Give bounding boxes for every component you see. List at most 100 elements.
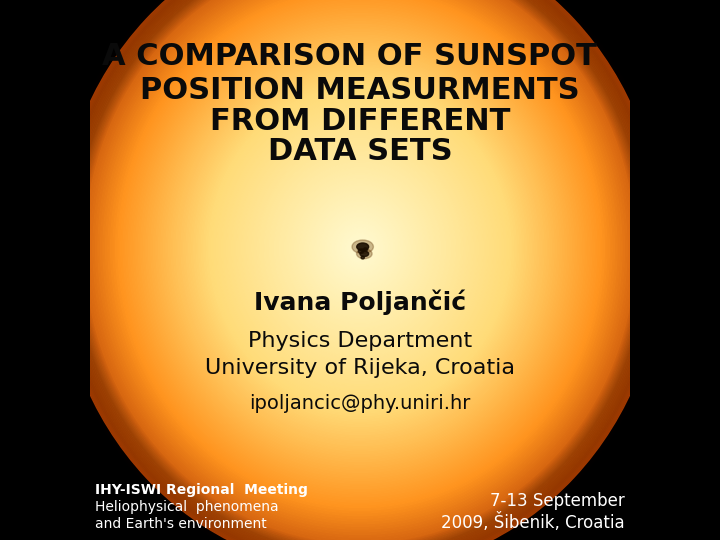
Ellipse shape xyxy=(58,0,662,540)
Ellipse shape xyxy=(186,62,534,435)
Ellipse shape xyxy=(359,249,364,253)
Ellipse shape xyxy=(352,240,374,254)
Ellipse shape xyxy=(276,159,444,338)
Ellipse shape xyxy=(315,200,405,297)
Ellipse shape xyxy=(118,0,602,508)
Ellipse shape xyxy=(249,130,471,367)
Ellipse shape xyxy=(163,38,557,459)
Ellipse shape xyxy=(224,103,496,394)
Text: Physics Department: Physics Department xyxy=(248,331,472,352)
Ellipse shape xyxy=(101,0,619,526)
Ellipse shape xyxy=(176,51,544,446)
Text: A COMPARISON OF SUNSPOT: A COMPARISON OF SUNSPOT xyxy=(102,42,597,71)
Ellipse shape xyxy=(241,122,478,375)
Ellipse shape xyxy=(209,86,511,410)
Ellipse shape xyxy=(191,68,528,429)
Ellipse shape xyxy=(204,81,516,416)
Ellipse shape xyxy=(332,219,388,278)
Text: POSITION MEASURMENTS: POSITION MEASURMENTS xyxy=(140,76,580,105)
Ellipse shape xyxy=(138,11,582,486)
Ellipse shape xyxy=(229,108,491,389)
Ellipse shape xyxy=(226,105,494,392)
Ellipse shape xyxy=(135,8,585,489)
Ellipse shape xyxy=(222,100,498,397)
Ellipse shape xyxy=(239,119,481,378)
Ellipse shape xyxy=(70,0,649,540)
Ellipse shape xyxy=(284,167,436,329)
Text: University of Rijeka, Croatia: University of Rijeka, Croatia xyxy=(205,358,515,379)
Ellipse shape xyxy=(269,151,451,346)
Text: Heliophysical  phenomena: Heliophysical phenomena xyxy=(95,500,279,514)
Ellipse shape xyxy=(266,148,454,348)
Ellipse shape xyxy=(83,0,637,540)
Ellipse shape xyxy=(123,0,597,502)
Text: 7-13 September: 7-13 September xyxy=(490,492,625,510)
Text: Ivana Poljančić: Ivana Poljančić xyxy=(254,289,466,315)
Ellipse shape xyxy=(219,97,501,400)
Ellipse shape xyxy=(105,0,615,521)
Ellipse shape xyxy=(244,124,476,373)
Ellipse shape xyxy=(262,143,459,354)
Ellipse shape xyxy=(355,243,365,254)
Ellipse shape xyxy=(171,46,549,451)
Ellipse shape xyxy=(78,0,642,540)
Ellipse shape xyxy=(95,0,625,532)
Ellipse shape xyxy=(312,197,408,300)
Ellipse shape xyxy=(212,89,508,408)
Ellipse shape xyxy=(174,49,546,448)
Text: IHY-ISWI Regional  Meeting: IHY-ISWI Regional Meeting xyxy=(95,483,308,497)
Ellipse shape xyxy=(141,14,579,483)
Ellipse shape xyxy=(327,213,393,284)
Ellipse shape xyxy=(145,19,575,478)
Ellipse shape xyxy=(264,146,456,351)
Ellipse shape xyxy=(353,240,368,256)
Ellipse shape xyxy=(166,40,554,456)
Ellipse shape xyxy=(158,32,562,464)
Ellipse shape xyxy=(271,154,448,343)
Ellipse shape xyxy=(305,189,415,308)
Ellipse shape xyxy=(130,3,590,494)
Ellipse shape xyxy=(73,0,647,540)
Ellipse shape xyxy=(236,116,484,381)
Ellipse shape xyxy=(161,35,559,462)
Ellipse shape xyxy=(297,181,423,316)
Ellipse shape xyxy=(68,0,652,540)
Ellipse shape xyxy=(76,0,645,540)
Ellipse shape xyxy=(103,0,617,524)
Ellipse shape xyxy=(113,0,607,513)
Ellipse shape xyxy=(292,176,428,321)
Ellipse shape xyxy=(93,0,627,535)
Ellipse shape xyxy=(153,27,567,470)
Ellipse shape xyxy=(194,70,526,427)
Ellipse shape xyxy=(156,30,564,467)
Ellipse shape xyxy=(88,0,632,540)
Ellipse shape xyxy=(85,0,635,540)
Text: ipoljancic@phy.uniri.hr: ipoljancic@phy.uniri.hr xyxy=(249,394,471,414)
Ellipse shape xyxy=(350,238,370,259)
Ellipse shape xyxy=(168,43,552,454)
Ellipse shape xyxy=(259,140,461,356)
Ellipse shape xyxy=(60,0,660,540)
Ellipse shape xyxy=(189,65,531,432)
Ellipse shape xyxy=(337,224,383,273)
Text: and Earth's environment: and Earth's environment xyxy=(95,517,267,531)
Ellipse shape xyxy=(363,248,368,251)
Ellipse shape xyxy=(148,22,572,475)
Ellipse shape xyxy=(356,249,372,259)
Ellipse shape xyxy=(108,0,612,518)
Ellipse shape xyxy=(184,59,536,437)
Ellipse shape xyxy=(254,135,466,362)
Ellipse shape xyxy=(302,186,418,310)
Ellipse shape xyxy=(294,178,426,319)
Ellipse shape xyxy=(143,16,577,481)
Ellipse shape xyxy=(287,170,433,327)
Ellipse shape xyxy=(90,0,630,537)
Ellipse shape xyxy=(323,208,397,289)
Ellipse shape xyxy=(279,162,441,335)
Ellipse shape xyxy=(335,221,385,275)
Ellipse shape xyxy=(98,0,622,529)
Ellipse shape xyxy=(274,157,446,340)
Ellipse shape xyxy=(115,0,605,510)
Ellipse shape xyxy=(121,0,599,505)
Ellipse shape xyxy=(201,78,518,418)
